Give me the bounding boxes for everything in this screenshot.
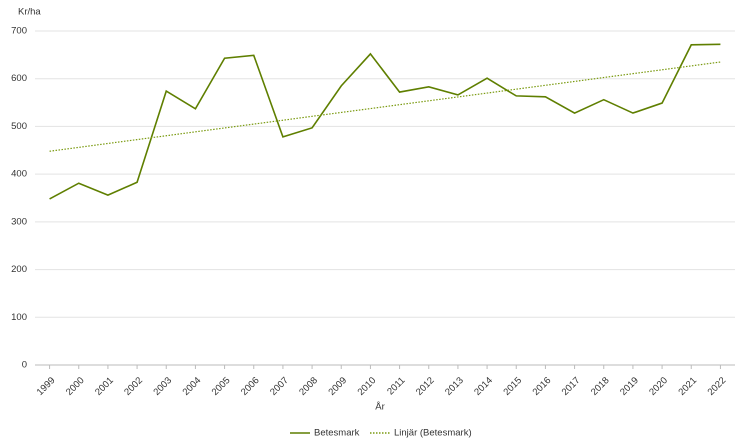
y-tick-label: 100 (11, 312, 27, 323)
y-tick-label: 500 (11, 121, 27, 132)
x-tick-label: 2006 (239, 375, 262, 398)
x-tick-label: 2014 (472, 375, 495, 398)
x-axis-title: År (375, 402, 385, 413)
legend-label: Betesmark (314, 428, 360, 439)
x-tick-label: 2016 (531, 375, 554, 398)
x-tick-label: 2011 (385, 375, 407, 397)
x-tick-label: 2015 (501, 375, 524, 398)
x-tick-label: 2000 (64, 375, 87, 398)
x-tick-label: 2017 (560, 375, 583, 398)
x-tick-label: 2020 (647, 375, 670, 398)
y-axis-title: Kr/ha (18, 7, 41, 18)
x-tick-label: 1999 (35, 375, 58, 398)
x-tick-label: 2009 (326, 375, 349, 398)
x-tick-label: 2012 (414, 375, 437, 398)
x-tick-label: 2021 (676, 375, 699, 398)
x-tick-label: 2002 (122, 375, 145, 398)
y-tick-label: 300 (11, 216, 27, 227)
line-series (49, 43, 721, 200)
x-tick-label: 2003 (151, 375, 174, 398)
y-tick-label: 200 (11, 264, 27, 275)
x-tick-label: 2008 (297, 375, 320, 398)
y-tick-label: 700 (11, 26, 27, 37)
x-tick-label: 2004 (181, 375, 204, 398)
x-tick-label: 2001 (93, 375, 116, 398)
x-tick-label: 2019 (618, 375, 641, 398)
y-tick-label: 600 (11, 73, 27, 84)
y-tick-label: 400 (11, 169, 27, 180)
x-tick-label: 2007 (268, 375, 291, 398)
x-tick-label: 2022 (706, 375, 729, 398)
x-tick-label: 2005 (210, 375, 233, 398)
x-tick-label: 2013 (443, 375, 466, 398)
legend-label: Linjär (Betesmark) (394, 428, 472, 439)
x-tick-label: 2018 (589, 375, 612, 398)
x-tick-label: 2010 (356, 375, 379, 398)
y-tick-label: 0 (22, 360, 27, 371)
